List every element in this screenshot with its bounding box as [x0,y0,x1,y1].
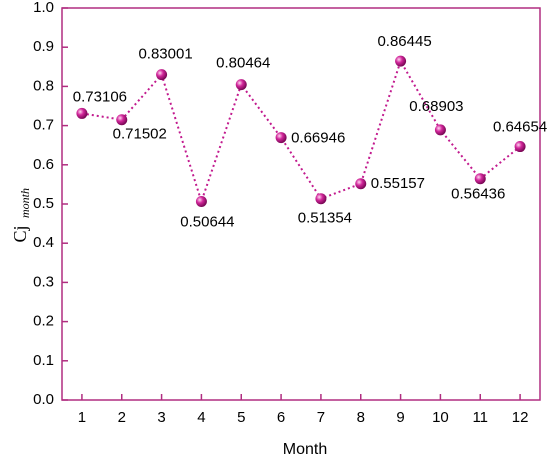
marker [275,132,287,144]
marker [514,141,526,153]
data-label: 0.80464 [216,55,270,72]
x-tick-label: 7 [317,409,325,426]
data-label: 0.51354 [298,210,352,227]
data-label: 0.68903 [409,98,463,115]
data-label: 0.86445 [377,33,431,50]
y-tick-label: 0.3 [33,273,54,290]
data-label: 0.55157 [371,175,425,192]
marker [315,193,327,205]
x-tick-label: 4 [197,409,205,426]
x-tick-label: 8 [357,409,365,426]
y-axis-label-sub: month [18,188,32,218]
y-tick-label: 0.4 [33,234,54,251]
line [81,58,521,205]
x-tick-label: 9 [396,409,404,426]
marker [195,195,207,207]
y-tick-label: 1.0 [33,0,54,16]
x-tick-label: 11 [472,409,488,426]
x-tick-label: 2 [118,409,126,426]
marker [235,79,247,91]
data-label: 0.66946 [291,130,345,147]
data-label: 0.71502 [113,126,167,143]
marker [76,107,88,119]
y-axis-label: Cj month [10,188,32,243]
marker [434,124,446,136]
y-tick-label: 0.5 [33,195,54,212]
y-tick-label: 0.7 [33,117,54,134]
y-tick-label: 0.2 [33,313,54,330]
plot-frame [61,7,541,401]
y-tick-label: 0.6 [33,156,54,173]
data-label: 0.56436 [451,186,505,203]
y-tick-label: 0.9 [33,38,54,55]
x-tick-label: 5 [237,409,245,426]
marker [474,173,486,185]
data-label: 0.50644 [180,213,234,230]
y-tick-label: 0.0 [33,391,54,408]
x-tick-label: 10 [432,409,449,426]
marker [116,114,128,126]
data-label: 0.73106 [73,88,127,105]
data-label: 0.83001 [138,46,192,63]
x-tick-label: 6 [277,409,285,426]
data-label: 0.64654 [493,119,547,136]
y-tick-label: 0.1 [33,352,54,369]
x-tick-label: 3 [157,409,165,426]
x-tick-label: 1 [78,409,86,426]
y-axis-label-main: Cj [10,225,30,242]
marker [156,69,168,81]
x-tick-label: 12 [512,409,529,426]
x-axis-label: Month [283,441,327,458]
marker [395,55,407,67]
marker [355,178,367,190]
y-tick-label: 0.8 [33,77,54,94]
